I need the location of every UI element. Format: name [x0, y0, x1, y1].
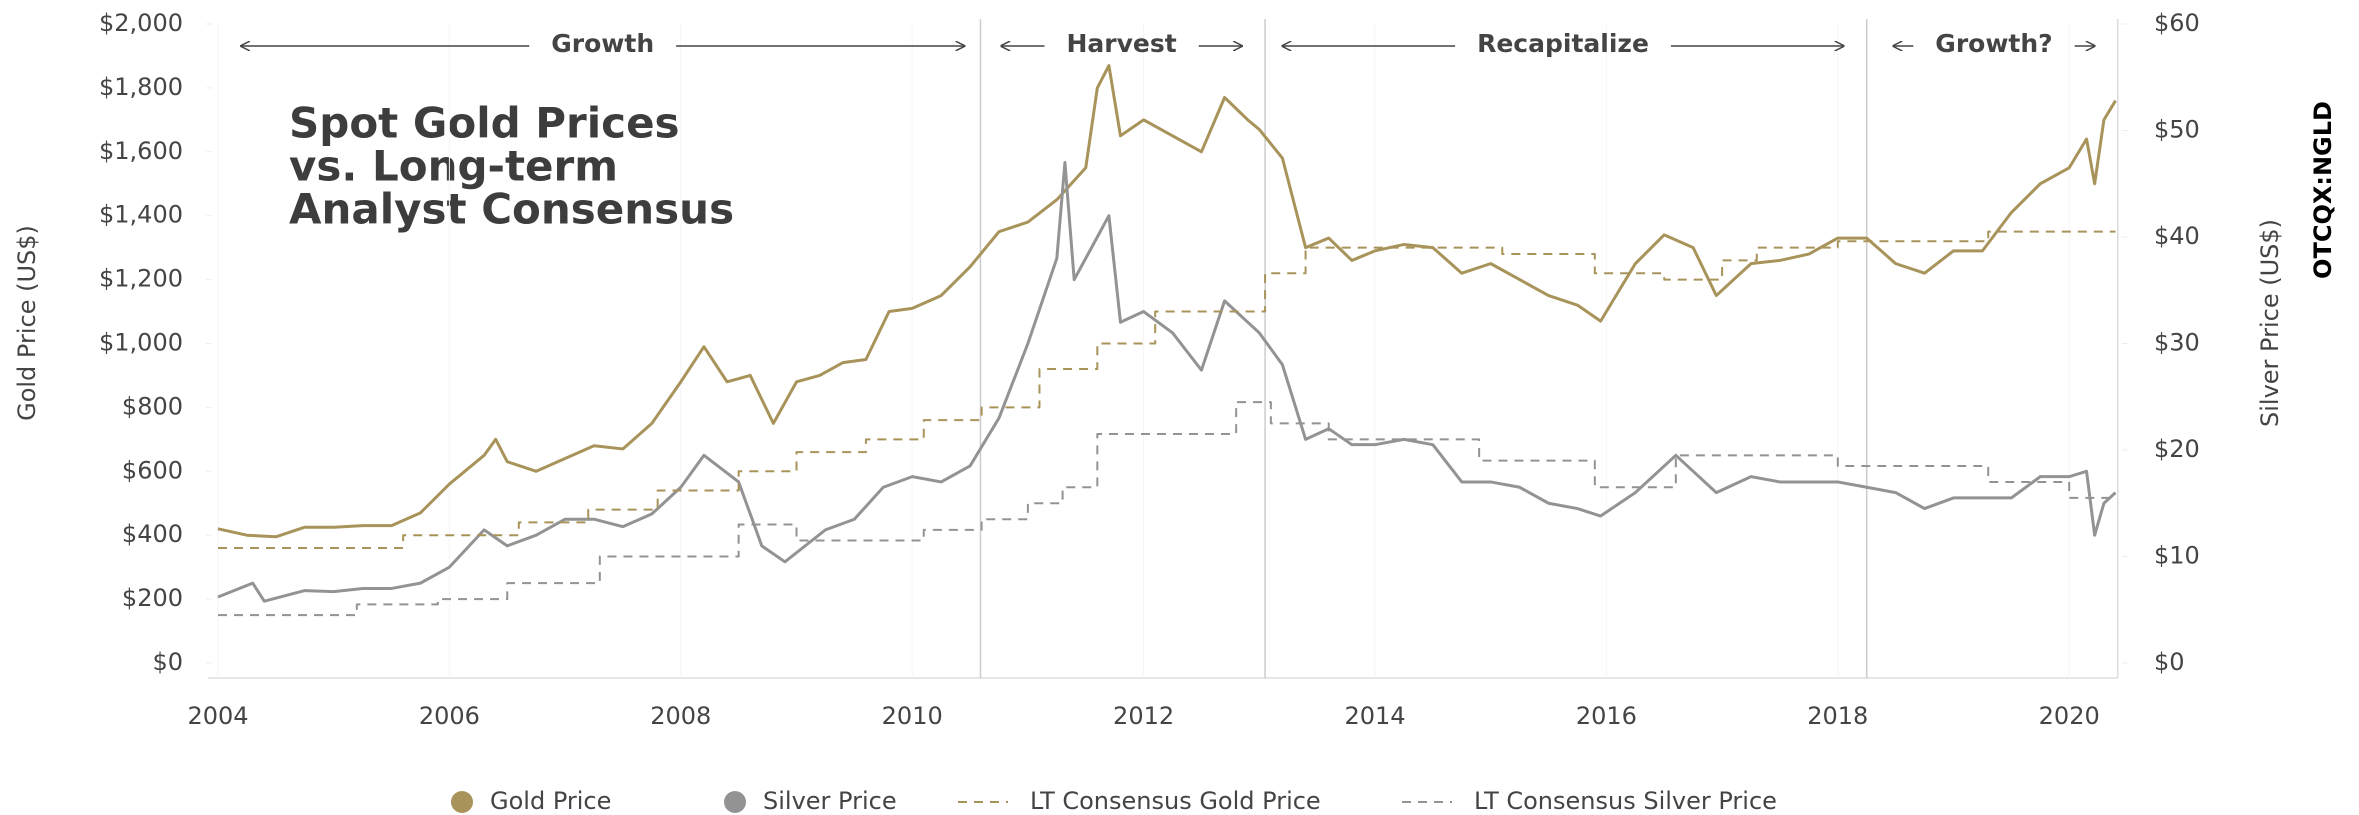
legend-label: Silver Price: [763, 787, 897, 815]
x-tick-label: 2016: [1576, 702, 1637, 730]
consensus-line: [218, 230, 2116, 549]
x-tick-label: 2006: [419, 702, 480, 730]
x-tick-label: 2014: [1344, 702, 1405, 730]
y2-tick-label: $0: [2154, 648, 2185, 676]
phase-label: Growth?: [1935, 29, 2052, 58]
y-tick-label: $1,800: [99, 73, 183, 101]
y2-tick-label: $20: [2154, 435, 2200, 463]
y2-tick-label: $40: [2154, 222, 2200, 250]
y2-tick-label: $10: [2154, 542, 2200, 570]
x-tick-label: 2004: [187, 702, 248, 730]
x-tick-label: 2010: [882, 702, 943, 730]
title-line: Analyst Consensus: [289, 185, 734, 234]
legend-swatch: [724, 791, 746, 813]
y-axis-label: Gold Price (US$): [13, 225, 41, 421]
y-tick-label: $0: [152, 648, 183, 676]
y2-tick-label: $60: [2154, 9, 2200, 37]
y-tick-label: $1,600: [99, 137, 183, 165]
y-tick-label: $600: [122, 456, 183, 484]
phase-label: Harvest: [1067, 29, 1177, 58]
y2-tick-label: $30: [2154, 329, 2200, 357]
y2-tick-label: $50: [2154, 116, 2200, 144]
consensus-line: [218, 401, 2116, 617]
price-line: [217, 160, 2117, 603]
phase-label: Growth: [551, 29, 654, 58]
y-tick-label: $2,000: [99, 9, 183, 37]
x-tick-label: 2020: [2039, 702, 2100, 730]
legend-label: LT Consensus Gold Price: [1030, 787, 1321, 815]
x-tick-label: 2012: [1113, 702, 1174, 730]
y-tick-label: $1,000: [99, 329, 183, 357]
y-tick-label: $200: [122, 584, 183, 612]
legend-label: LT Consensus Silver Price: [1474, 787, 1777, 815]
price-line: [217, 64, 2117, 539]
title-line: Spot Gold Prices: [289, 99, 680, 148]
y-tick-label: $1,400: [99, 201, 183, 229]
x-tick-label: 2008: [650, 702, 711, 730]
legend-label: Gold Price: [490, 787, 611, 815]
title-line: vs. Long-term: [289, 142, 618, 191]
y-tick-label: $800: [122, 392, 183, 420]
y-tick-label: $1,200: [99, 265, 183, 293]
side-label: OTCQX:NGLD: [2309, 101, 2337, 279]
phase-label: Recapitalize: [1477, 29, 1649, 58]
legend-swatch: [451, 791, 473, 813]
y2-axis-label: Silver Price (US$): [2256, 219, 2284, 427]
x-tick-label: 2018: [1807, 702, 1868, 730]
y-tick-label: $400: [122, 520, 183, 548]
